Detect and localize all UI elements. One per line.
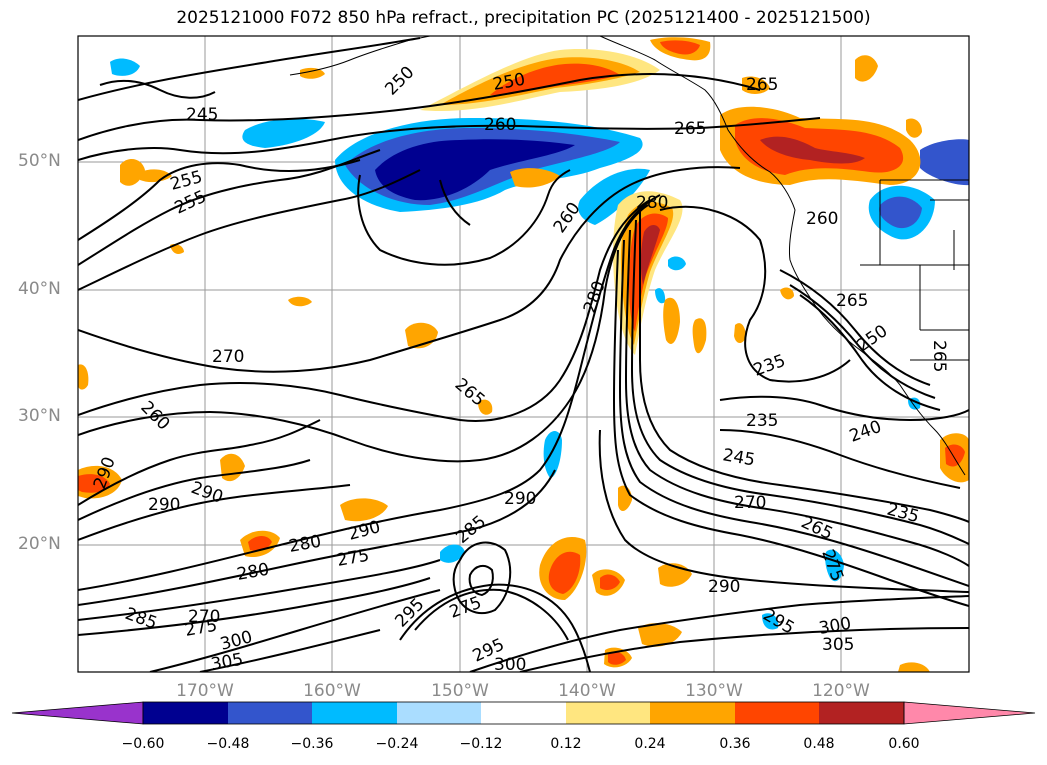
colorbar-bin [143, 702, 228, 724]
contour-label: 290 [346, 517, 383, 545]
contour-label: 280 [580, 278, 610, 315]
colorbar-frame [142, 701, 905, 725]
contour-label: 270 [212, 347, 244, 367]
contour-label: 265 [836, 291, 868, 311]
lat-label-30n: 30°N [18, 406, 61, 426]
contour-label: 265 [674, 119, 706, 139]
colorbar-tick: −0.24 [375, 736, 419, 752]
lon-label-170w: 170°W [176, 681, 234, 701]
contour-label: 265 [929, 340, 949, 372]
map-content: 245 250 250 255 255 260 265 265 260 280 … [78, 36, 969, 675]
colorbar-tick: 0.36 [719, 736, 751, 752]
lon-label-130w: 130°W [685, 681, 743, 701]
contour-label: 240 [847, 417, 884, 447]
colorbar-bin [228, 702, 312, 724]
colorbar-max-extend [903, 701, 1036, 725]
lon-label-160w: 160°W [303, 681, 361, 701]
contour-label: 300 [494, 655, 526, 675]
negative-anomaly-fills [110, 58, 969, 630]
lat-label-20n: 20°N [18, 534, 61, 554]
contour-label: 275 [335, 546, 370, 571]
lon-label-140w: 140°W [558, 681, 616, 701]
refractivity-contours [78, 37, 969, 672]
colorbar-tick: −0.60 [121, 736, 165, 752]
contour-label: 260 [806, 209, 838, 229]
contour-label: 265 [746, 75, 778, 95]
contour-label: 270 [734, 493, 766, 513]
map-frame [77, 35, 970, 673]
coastlines [289, 36, 969, 476]
contour-label: 275 [447, 593, 484, 623]
colorbar-bin [397, 702, 481, 724]
lon-label-120w: 120°W [812, 681, 870, 701]
colorbar-tick: 0.60 [888, 736, 920, 752]
positive-anomaly-fills [78, 37, 969, 672]
colorbar-min-extend [11, 701, 144, 725]
contour-label: 280 [235, 560, 270, 585]
contour-label: 305 [209, 650, 244, 675]
colorbar-tick: 0.48 [803, 736, 835, 752]
colorbar-tick: −0.12 [459, 736, 503, 752]
contour-label: 260 [484, 115, 516, 135]
contour-label: 235 [885, 500, 922, 528]
contour-label: 280 [636, 193, 668, 213]
contour-label: 275 [817, 547, 847, 584]
contour-label: 235 [746, 411, 778, 431]
colorbar [11, 701, 1036, 725]
colorbar-bin [566, 702, 650, 724]
contour-label: 290 [188, 478, 225, 508]
lat-label-40n: 40°N [18, 279, 61, 299]
contour-label: 260 [136, 397, 173, 434]
contour-labels: 245 250 250 255 255 260 265 265 260 280 … [90, 62, 949, 675]
contour-label: 290 [708, 577, 740, 597]
contour-label: 285 [122, 604, 159, 634]
colorbar-tick: 0.24 [634, 736, 666, 752]
contour-label: 250 [853, 321, 891, 356]
contour-label: 270 [188, 607, 220, 627]
contour-label: 295 [391, 594, 428, 631]
contour-label: 245 [721, 445, 756, 470]
colorbar-bin [650, 702, 735, 724]
contour-label: 290 [148, 495, 180, 515]
colorbar-tick: −0.48 [206, 736, 250, 752]
contour-label: 250 [381, 62, 418, 99]
contour-label: 290 [504, 489, 536, 509]
colorbar-bin [312, 702, 397, 724]
contour-label: 275 [183, 616, 218, 641]
colorbar-tick: 0.12 [550, 736, 582, 752]
chart-title: 2025121000 F072 850 hPa refract., precip… [176, 8, 871, 28]
colorbar-bin [481, 702, 566, 724]
region-boundaries [930, 199, 969, 270]
contour-label: 280 [287, 532, 322, 557]
contour-label: 305 [822, 635, 854, 655]
colorbar-bin [819, 702, 904, 724]
lat-label-50n: 50°N [18, 151, 61, 171]
lon-label-150w: 150°W [431, 681, 489, 701]
colorbar-bin [735, 702, 819, 724]
contour-label: 245 [186, 105, 218, 125]
contour-label: 235 [751, 351, 788, 381]
colorbar-tick: −0.36 [290, 736, 334, 752]
